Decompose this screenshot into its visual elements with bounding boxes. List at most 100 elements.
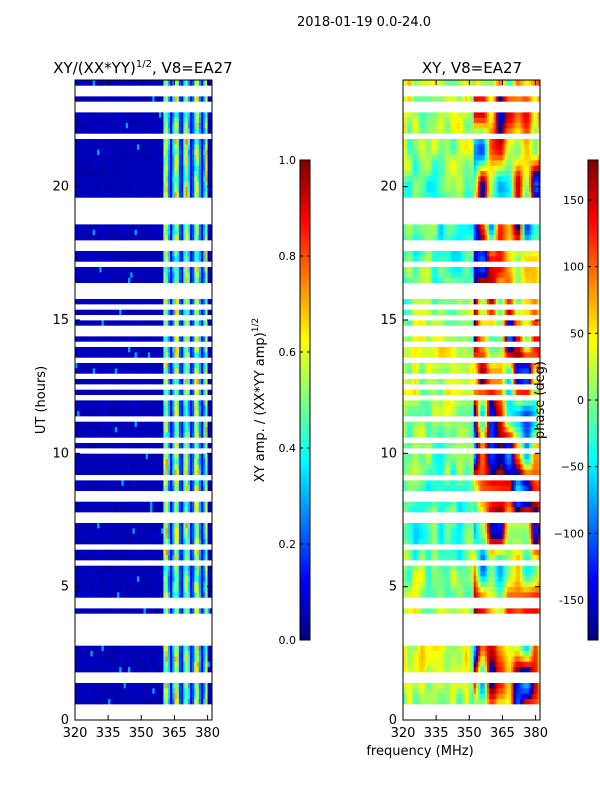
amplitude-cell [86,314,89,321]
amplitude-cell [123,618,127,625]
amplitude-cell [79,570,82,577]
amplitude-cell [174,672,177,678]
amplitude-cell [99,373,102,380]
amplitude-cell [136,528,140,534]
amplitude-cell [114,298,118,305]
amplitude-cell [194,432,197,438]
amplitude-cell [94,714,98,721]
amplitude-cell [207,416,211,422]
amplitude-cell [108,458,111,465]
amplitude-cell [167,469,171,476]
amplitude-cell [207,330,211,337]
amplitude-cell [139,586,142,593]
amplitude-cell [136,480,140,486]
amplitude-cell [94,677,98,684]
amplitude-cell [77,512,80,518]
amplitude-cell [75,661,78,668]
amplitude-cell [101,496,105,502]
amplitude-cell [181,362,184,369]
amplitude-cell [101,474,105,481]
amplitude-cell [130,442,133,449]
amplitude-cell [200,634,204,641]
amplitude-cell [94,586,98,593]
amplitude-cell [156,581,160,588]
amplitude-cell [90,560,94,566]
amplitude-cell [136,320,140,326]
amplitude-cell [103,538,107,545]
amplitude-cell [139,378,142,385]
amplitude-cell [174,320,177,326]
amplitude-cell [99,549,102,556]
amplitude-cell [189,581,193,588]
amplitude-cell [130,693,133,700]
amplitude-cell [189,640,193,646]
amplitude-cell [145,709,149,716]
amplitude-cell [181,629,184,636]
amplitude-cell [121,448,124,454]
amplitude-cell [105,442,109,449]
amplitude-cell [147,400,151,406]
amplitude-cell [145,602,149,609]
amplitude-cell [192,528,195,534]
amplitude-cell [114,640,118,646]
amplitude-cell [92,581,96,588]
amplitude-cell [94,522,98,529]
amplitude-cell [181,416,184,422]
amplitude-cell [86,629,89,636]
amplitude-cell [178,693,182,700]
amplitude-cell [172,602,175,609]
amplitude-cell [165,320,169,326]
amplitude-cell [94,602,98,609]
amplitude-cell [139,645,142,652]
amplitude-cell [183,597,186,604]
amplitude-cell [194,304,197,310]
amplitude-cell [121,554,124,561]
amplitude-cell [123,624,127,630]
amplitude-cell [125,437,129,444]
amplitude-cell [170,666,173,673]
amplitude-cell [152,693,155,700]
amplitude-cell [88,490,91,497]
amplitude-cell [114,714,118,721]
amplitude-cell [79,544,82,550]
amplitude-cell [112,522,116,529]
amplitude-cell [132,634,136,641]
amplitude-cell [121,490,124,497]
amplitude-cell [165,634,169,641]
amplitude-cell [192,714,195,721]
amplitude-cell [165,480,169,486]
amplitude-cell [114,458,118,465]
amplitude-cell [75,368,78,374]
amplitude-cell [176,624,180,630]
amplitude-cell [198,714,202,721]
amplitude-cell [205,389,208,396]
amplitude-cell [200,362,204,369]
amplitude-cell [90,608,94,614]
amplitude-cell [90,576,94,582]
amplitude-cell [150,714,153,721]
amplitude-cell [130,373,133,380]
amplitude-cell [143,688,147,694]
amplitude-cell [90,714,94,721]
amplitude-cell [114,602,118,609]
amplitude-cell [176,416,180,422]
amplitude-cell [187,442,191,449]
amplitude-cell [75,453,78,460]
amplitude-cell [189,453,193,460]
amplitude-cell [75,304,78,310]
amplitude-cell [77,490,80,497]
amplitude-cell [174,709,177,716]
amplitude-cell [97,565,100,572]
amplitude-cell [187,554,191,561]
amplitude-cell [163,501,166,508]
amplitude-cell [97,538,100,545]
amplitude-cell [176,480,180,486]
amplitude-cell [123,362,127,369]
amplitude-cell [110,469,113,476]
amplitude-cell [97,650,100,657]
amplitude-cell [183,490,186,497]
amplitude-cell [134,570,138,577]
amplitude-cell [128,336,131,342]
amplitude-cell [128,464,131,470]
amplitude-cell [94,490,98,497]
